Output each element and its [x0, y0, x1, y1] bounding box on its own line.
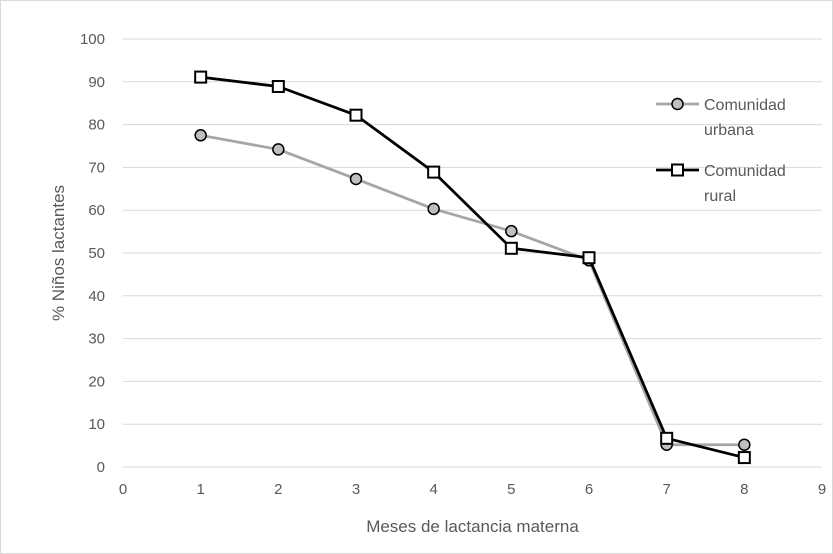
legend-label: Comunidad [704, 97, 786, 114]
legend-marker-circle [671, 97, 684, 111]
series-line [200, 75, 745, 459]
data-point-square [504, 241, 518, 255]
x-tick-label: 5 [507, 481, 515, 498]
data-point-circle [272, 143, 285, 156]
y-tick-label: 100 [80, 31, 105, 48]
data-point-square [349, 108, 363, 122]
legend-item-rural: Comunidad rural [656, 163, 786, 205]
y-tick-label: 30 [88, 331, 105, 348]
x-tick-label: 7 [662, 481, 670, 498]
y-tick-label: 70 [88, 159, 105, 176]
y-tick-label: 90 [88, 74, 105, 91]
x-tick-label: 1 [196, 481, 204, 498]
x-axis-title: Meses de lactancia materna [366, 517, 579, 536]
data-point-circle [505, 224, 518, 238]
data-point-square [582, 251, 596, 265]
series-layer [194, 70, 751, 465]
data-point-circle [427, 202, 440, 216]
data-point-square [194, 70, 208, 84]
legend: Comunidad urbana Comunidad rural [656, 97, 786, 205]
series-urbana [194, 129, 751, 451]
y-tick-label: 20 [88, 373, 105, 390]
data-point-circle [738, 438, 751, 451]
data-point-circle [194, 129, 207, 142]
x-tick-label: 4 [429, 481, 437, 498]
legend-label: urbana [704, 122, 754, 139]
data-point-square [660, 431, 674, 445]
x-tick-label: 2 [274, 481, 282, 498]
axes: 0 10 20 30 40 50 60 70 80 90 100 0 1 2 3 4 5 6 7 8 9 [80, 31, 826, 498]
y-axis-title: % Niños lactantes [49, 185, 68, 321]
x-tick-label: 9 [818, 481, 826, 498]
series-line [200, 133, 745, 447]
y-tick-label: 10 [88, 416, 105, 433]
y-tick-label: 40 [88, 288, 105, 305]
y-tick-label: 0 [97, 459, 105, 476]
y-tick-label: 80 [88, 117, 105, 134]
data-point-square [737, 451, 751, 465]
legend-label: Comunidad [704, 163, 786, 180]
data-point-square [427, 165, 441, 179]
x-tick-label: 3 [352, 481, 360, 498]
x-tick-label: 8 [740, 481, 748, 498]
series-rural [194, 70, 751, 465]
y-tick-label: 50 [88, 245, 105, 262]
data-point-square [271, 80, 285, 94]
legend-marker-square [671, 163, 684, 177]
legend-item-urbana: Comunidad urbana [656, 97, 786, 139]
x-tick-label: 0 [119, 481, 127, 498]
y-tick-label: 60 [88, 202, 105, 219]
legend-label: rural [704, 188, 736, 205]
x-tick-label: 6 [585, 481, 593, 498]
data-point-circle [349, 172, 363, 186]
